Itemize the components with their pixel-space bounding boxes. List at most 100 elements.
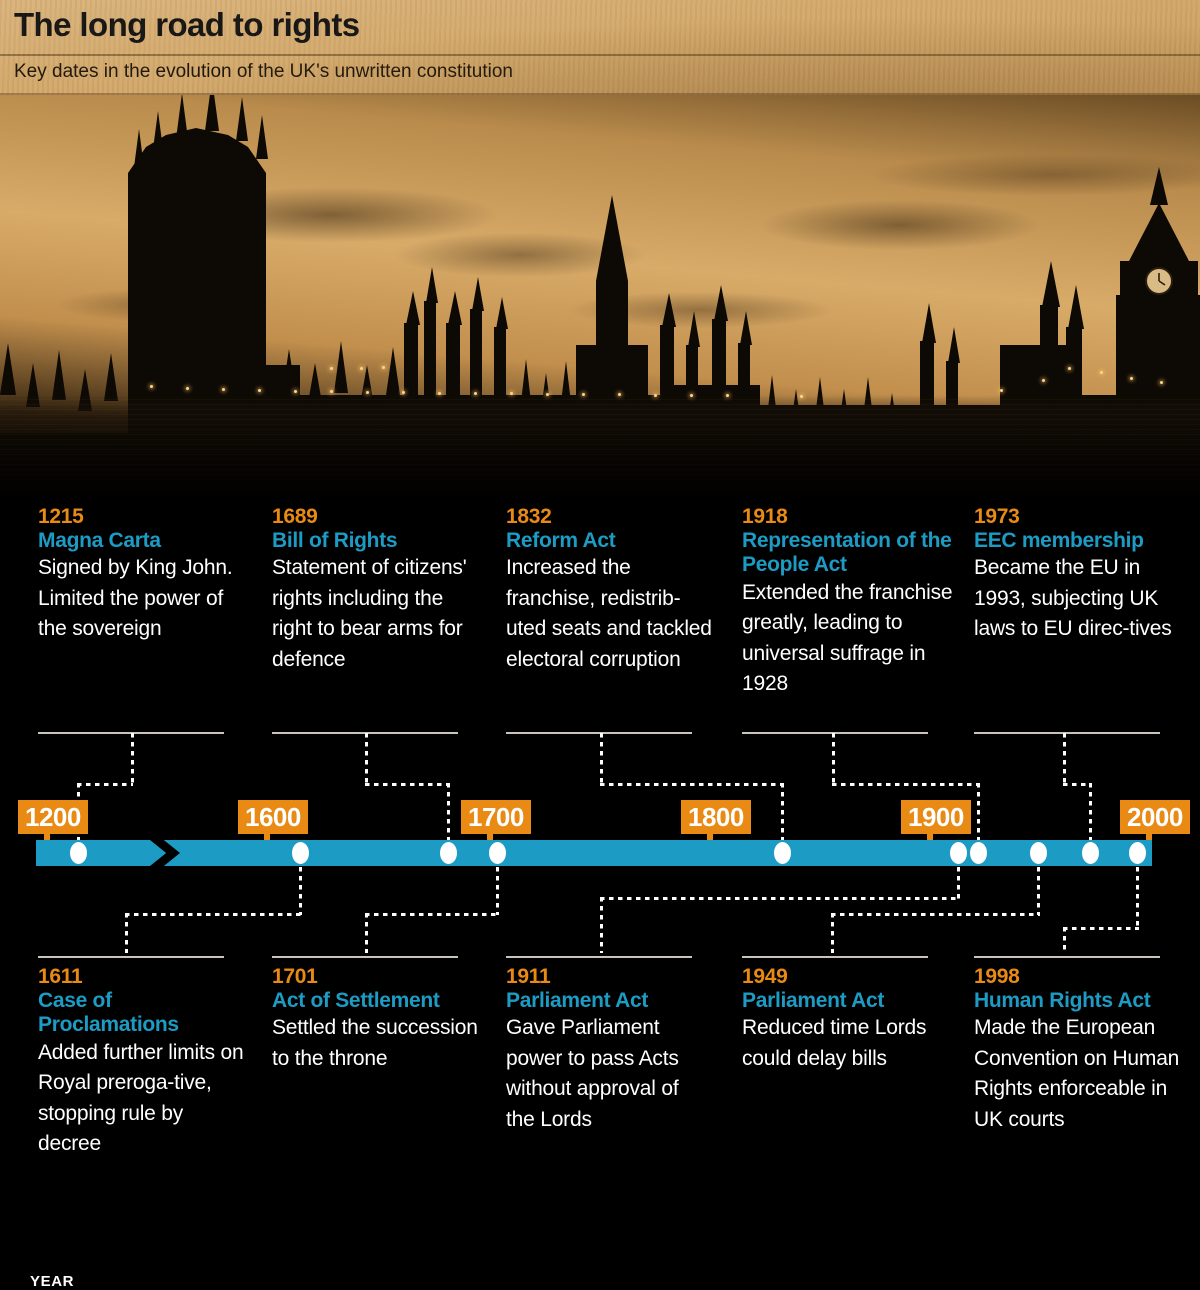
connector-1832-v1 xyxy=(781,783,784,843)
event-title: Bill of Rights xyxy=(272,528,398,552)
connector-1998-v1 xyxy=(1136,867,1139,929)
event-card-1689[interactable]: 1689 Bill of Rights Statement of citizen… xyxy=(272,505,472,675)
connector-1611-v2 xyxy=(125,913,128,953)
event-description: Gave Parliament power to pass Acts witho… xyxy=(506,1016,679,1131)
header-divider-bottom xyxy=(0,93,1200,95)
connector-1918-h xyxy=(832,783,980,786)
event-year: 1911 xyxy=(506,965,551,988)
connector-1973-v1 xyxy=(1089,783,1092,843)
connector-1215-h xyxy=(77,783,133,786)
event-year: 1832 xyxy=(506,505,552,528)
timeline-dot-1701[interactable] xyxy=(489,842,506,864)
axis-label-1900[interactable]: 1900 xyxy=(901,800,971,834)
axis-caption: YEAR xyxy=(30,1273,75,1290)
timeline-dot-1215[interactable] xyxy=(70,842,87,864)
event-description: Settled the succession to the throne xyxy=(272,1016,478,1070)
timeline-dot-1918[interactable] xyxy=(970,842,987,864)
event-year: 1701 xyxy=(272,965,318,988)
parliament-photo xyxy=(0,95,1200,515)
event-card-1701[interactable]: 1701 Act of Settlement Settled the succe… xyxy=(272,965,478,1074)
card-rule-bottom-1 xyxy=(38,956,224,958)
connector-1701-h xyxy=(365,913,499,916)
embankment-lights xyxy=(0,95,1200,515)
event-description: Added further limits on Royal preroga-ti… xyxy=(38,1041,244,1156)
connector-1701-v2 xyxy=(365,913,368,953)
connector-1689-v1 xyxy=(447,783,450,843)
card-rule-top-3 xyxy=(506,732,692,734)
event-year: 1973 xyxy=(974,505,1020,528)
event-year: 1215 xyxy=(38,505,84,528)
axis-label-1200[interactable]: 1200 xyxy=(18,800,88,834)
card-rule-bottom-2 xyxy=(272,956,458,958)
axis-label-1600[interactable]: 1600 xyxy=(238,800,308,834)
connector-1973-h xyxy=(1063,783,1092,786)
timeline-dot-1949[interactable] xyxy=(1030,842,1047,864)
connector-1832-v2 xyxy=(600,733,603,785)
event-card-1911[interactable]: 1911 Parliament Act Gave Parliament powe… xyxy=(506,965,712,1135)
title-bar: The long road to rights xyxy=(0,0,1200,54)
timeline-dot-1998[interactable] xyxy=(1129,842,1146,864)
connector-1949-h xyxy=(831,913,1040,916)
timeline-dot-1689[interactable] xyxy=(440,842,457,864)
event-title: Parliament Act xyxy=(506,988,649,1012)
event-title: Reform Act xyxy=(506,528,616,552)
event-description: Made the European Convention on Human Ri… xyxy=(974,1016,1180,1131)
event-year: 1689 xyxy=(272,505,318,528)
connector-1998-h xyxy=(1063,927,1139,930)
event-description: Reduced time Lords could delay bills xyxy=(742,1016,927,1070)
connector-1918-v1 xyxy=(977,783,980,843)
card-rule-bottom-3 xyxy=(506,956,692,958)
connector-1215-v2 xyxy=(131,733,134,785)
event-card-1611[interactable]: 1611 Case of Proclamations Added further… xyxy=(38,965,250,1160)
event-description: Signed by King John. Limited the power o… xyxy=(38,556,233,641)
connector-1998-v2 xyxy=(1063,927,1066,953)
event-year: 1998 xyxy=(974,965,1020,988)
event-card-1998[interactable]: 1998 Human Rights Act Made the European … xyxy=(974,965,1180,1135)
connector-1611-h xyxy=(125,913,301,916)
event-title: Case of Proclamations xyxy=(38,988,179,1037)
connector-1689-h xyxy=(365,783,450,786)
timeline-dot-1611[interactable] xyxy=(292,842,309,864)
event-title: Representation of the People Act xyxy=(742,528,952,577)
page-title: The long road to rights xyxy=(14,6,360,43)
connector-1832-h xyxy=(600,783,784,786)
card-rule-bottom-5 xyxy=(974,956,1160,958)
event-year: 1918 xyxy=(742,505,788,528)
event-description: Increased the franchise, redistrib-uted … xyxy=(506,556,712,671)
card-rule-top-5 xyxy=(974,732,1160,734)
connector-1701-v1 xyxy=(496,867,499,915)
connector-1918-v2 xyxy=(832,733,835,785)
axis-label-1800[interactable]: 1800 xyxy=(681,800,751,834)
infographic-header: The long road to rights Key dates in the… xyxy=(0,0,1200,95)
axis-label-2000[interactable]: 2000 xyxy=(1120,800,1190,834)
card-rule-top-4 xyxy=(742,732,928,734)
timeline-board: 1215 Magna Carta Signed by King John. Li… xyxy=(0,495,1200,1290)
event-description: Statement of citizens' rights including … xyxy=(272,556,467,671)
timeline-dot-1911[interactable] xyxy=(950,842,967,864)
connector-1949-v1 xyxy=(1037,867,1040,915)
event-card-1973[interactable]: 1973 EEC membership Became the EU in 199… xyxy=(974,505,1174,645)
event-description: Became the EU in 1993, subjecting UK law… xyxy=(974,556,1172,641)
event-card-1832[interactable]: 1832 Reform Act Increased the franchise,… xyxy=(506,505,718,675)
event-title: Human Rights Act xyxy=(974,988,1151,1012)
event-title: EEC membership xyxy=(974,528,1144,552)
timeline-dot-1973[interactable] xyxy=(1082,842,1099,864)
event-description: Extended the franchise greatly, leading … xyxy=(742,581,953,696)
connector-1949-v2 xyxy=(831,913,834,953)
timeline-dot-1832[interactable] xyxy=(774,842,791,864)
event-year: 1611 xyxy=(38,965,83,988)
event-card-1949[interactable]: 1949 Parliament Act Reduced time Lords c… xyxy=(742,965,950,1074)
connector-1911-v2 xyxy=(600,897,603,953)
connector-1911-h xyxy=(600,897,960,900)
connector-1689-v2 xyxy=(365,733,368,785)
axis-label-1700[interactable]: 1700 xyxy=(461,800,531,834)
event-card-1215[interactable]: 1215 Magna Carta Signed by King John. Li… xyxy=(38,505,248,645)
page-subtitle: Key dates in the evolution of the UK's u… xyxy=(14,61,513,82)
connector-1611-v1 xyxy=(299,867,302,915)
connector-1973-v2 xyxy=(1063,733,1066,785)
card-rule-bottom-4 xyxy=(742,956,928,958)
event-year: 1949 xyxy=(742,965,788,988)
event-title: Parliament Act xyxy=(742,988,885,1012)
event-title: Magna Carta xyxy=(38,528,161,552)
event-card-1918[interactable]: 1918 Representation of the People Act Ex… xyxy=(742,505,954,700)
